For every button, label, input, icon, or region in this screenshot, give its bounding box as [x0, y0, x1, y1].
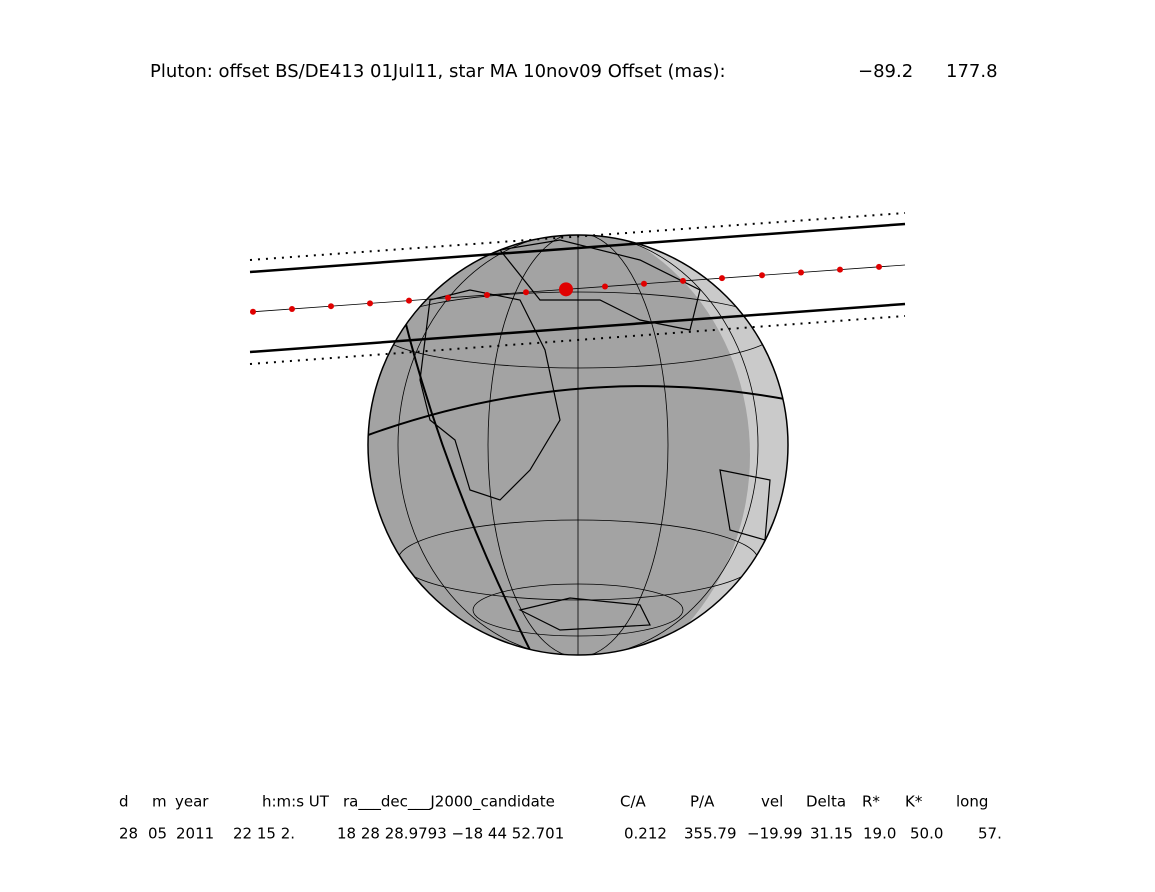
path-dot	[837, 266, 843, 273]
column-header: K*	[905, 793, 923, 811]
path-dot	[250, 308, 256, 315]
cell: 18 28 28.9793 −18 44 52.701	[337, 825, 564, 843]
offset-x: −89.2	[858, 61, 913, 82]
path-dot	[328, 303, 334, 310]
column-header: R*	[862, 793, 880, 811]
column-header: m	[152, 793, 167, 811]
cell: 2011	[176, 825, 214, 843]
path-dot	[719, 275, 725, 282]
center-line-dots	[250, 263, 882, 315]
cell: 05	[148, 825, 167, 843]
cell: 50.0	[910, 825, 943, 843]
cell: 28	[119, 825, 138, 843]
cell: 19.0	[863, 825, 896, 843]
column-header: C/A	[620, 793, 647, 811]
cell: −19.99	[747, 825, 803, 843]
path-dot	[367, 300, 373, 307]
offset-y: 177.8	[946, 61, 998, 82]
path-dot	[523, 289, 529, 296]
path-dot	[484, 291, 490, 298]
column-header: P/A	[690, 793, 715, 811]
path-dot	[759, 272, 765, 279]
globe	[367, 234, 789, 656]
column-header: d	[119, 793, 129, 811]
path-dot	[406, 297, 412, 304]
path-dot	[289, 305, 295, 312]
cell: 0.212	[624, 825, 667, 843]
cell: 22 15 2.	[233, 825, 295, 843]
path-dot	[445, 294, 451, 301]
path-dot	[876, 263, 882, 270]
table: d m year h:m:s UT ra___dec___J2000_candidate…	[119, 793, 1002, 843]
path-dot	[559, 282, 573, 297]
path-dot	[602, 283, 608, 290]
path-dot	[641, 280, 647, 287]
cell: 57.	[978, 825, 1002, 843]
shadow-path	[249, 212, 906, 365]
column-header: long	[956, 793, 988, 811]
cell: 355.79	[684, 825, 737, 843]
column-header: Delta	[806, 793, 846, 811]
path-dot	[680, 277, 686, 284]
path-dot	[798, 269, 804, 276]
title: Pluton: offset BS/DE413 01Jul11, star MA…	[150, 61, 726, 82]
column-header: vel	[761, 793, 783, 811]
column-header: ra___dec___J2000_candidate	[343, 793, 555, 812]
column-header: h:m:s UT	[262, 793, 330, 811]
cell: 31.15	[810, 825, 853, 843]
column-header: year	[175, 793, 209, 811]
